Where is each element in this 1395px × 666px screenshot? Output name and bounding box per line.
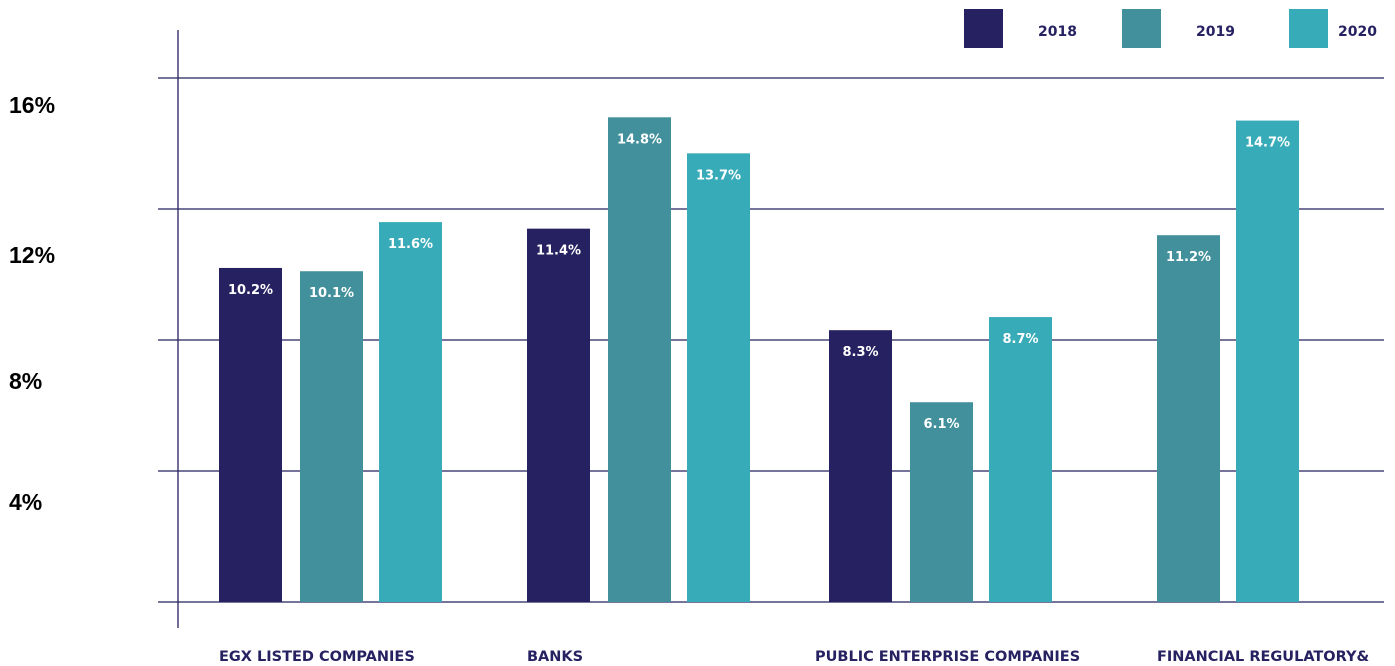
legend-label-2020: 2020 bbox=[1338, 24, 1377, 40]
category-label: FINANCIAL REGULATORY& bbox=[1157, 649, 1370, 665]
bar-2020-3 bbox=[1236, 120, 1299, 602]
data-label: 11.2% bbox=[1166, 250, 1211, 265]
bar-2019-0 bbox=[300, 271, 363, 602]
data-label: 13.7% bbox=[696, 168, 741, 183]
bar-2018-2 bbox=[829, 330, 892, 602]
bars bbox=[219, 117, 1299, 603]
x-axis: EGX LISTED COMPANIES BANKS PUBLIC ENTERPRI… bbox=[219, 649, 1370, 665]
legend-swatch-2020 bbox=[1289, 9, 1328, 48]
y-tick-label: 4% bbox=[9, 489, 42, 515]
y-tick-label: 8% bbox=[9, 368, 42, 394]
bar-2018-0 bbox=[219, 267, 282, 602]
category-label: PUBLIC ENTERPRISE COMPANIES bbox=[815, 649, 1080, 665]
bar-2019-1 bbox=[608, 117, 671, 603]
data-labels: 10.2% 10.1% 11.6% 11.4% 14.8% 13.7% 8.3% 6.1% 8.… bbox=[228, 132, 1290, 432]
category-label: BANKS bbox=[527, 649, 583, 665]
data-label: 14.8% bbox=[617, 132, 662, 147]
bar-2019-3 bbox=[1157, 235, 1220, 602]
data-label: 10.1% bbox=[309, 286, 354, 301]
legend-label-2018: 2018 bbox=[1038, 24, 1077, 40]
bar-2020-2 bbox=[989, 317, 1052, 602]
data-label: 10.2% bbox=[228, 283, 273, 298]
y-tick-label: 16% bbox=[9, 92, 55, 118]
data-label: 6.1% bbox=[923, 417, 959, 432]
data-label: 8.3% bbox=[842, 345, 878, 360]
bar-2020-1 bbox=[687, 153, 750, 602]
data-label: 8.7% bbox=[1002, 332, 1038, 347]
bar-2018-1 bbox=[527, 228, 590, 602]
legend-label-2019: 2019 bbox=[1196, 24, 1235, 40]
y-tick-label: 12% bbox=[9, 242, 55, 268]
bar-2020-0 bbox=[379, 222, 442, 602]
category-label: EGX LISTED COMPANIES bbox=[219, 649, 415, 665]
legend-swatch-2019 bbox=[1122, 9, 1161, 48]
y-axis: 16% 12% 8% 4% bbox=[9, 30, 179, 628]
legend: 2018 2019 2020 bbox=[964, 9, 1377, 48]
legend-swatch-2018 bbox=[964, 9, 1003, 48]
data-label: 14.7% bbox=[1245, 136, 1290, 151]
bar-2019-2 bbox=[910, 402, 973, 602]
data-label: 11.4% bbox=[536, 244, 581, 259]
data-label: 11.6% bbox=[388, 237, 433, 252]
